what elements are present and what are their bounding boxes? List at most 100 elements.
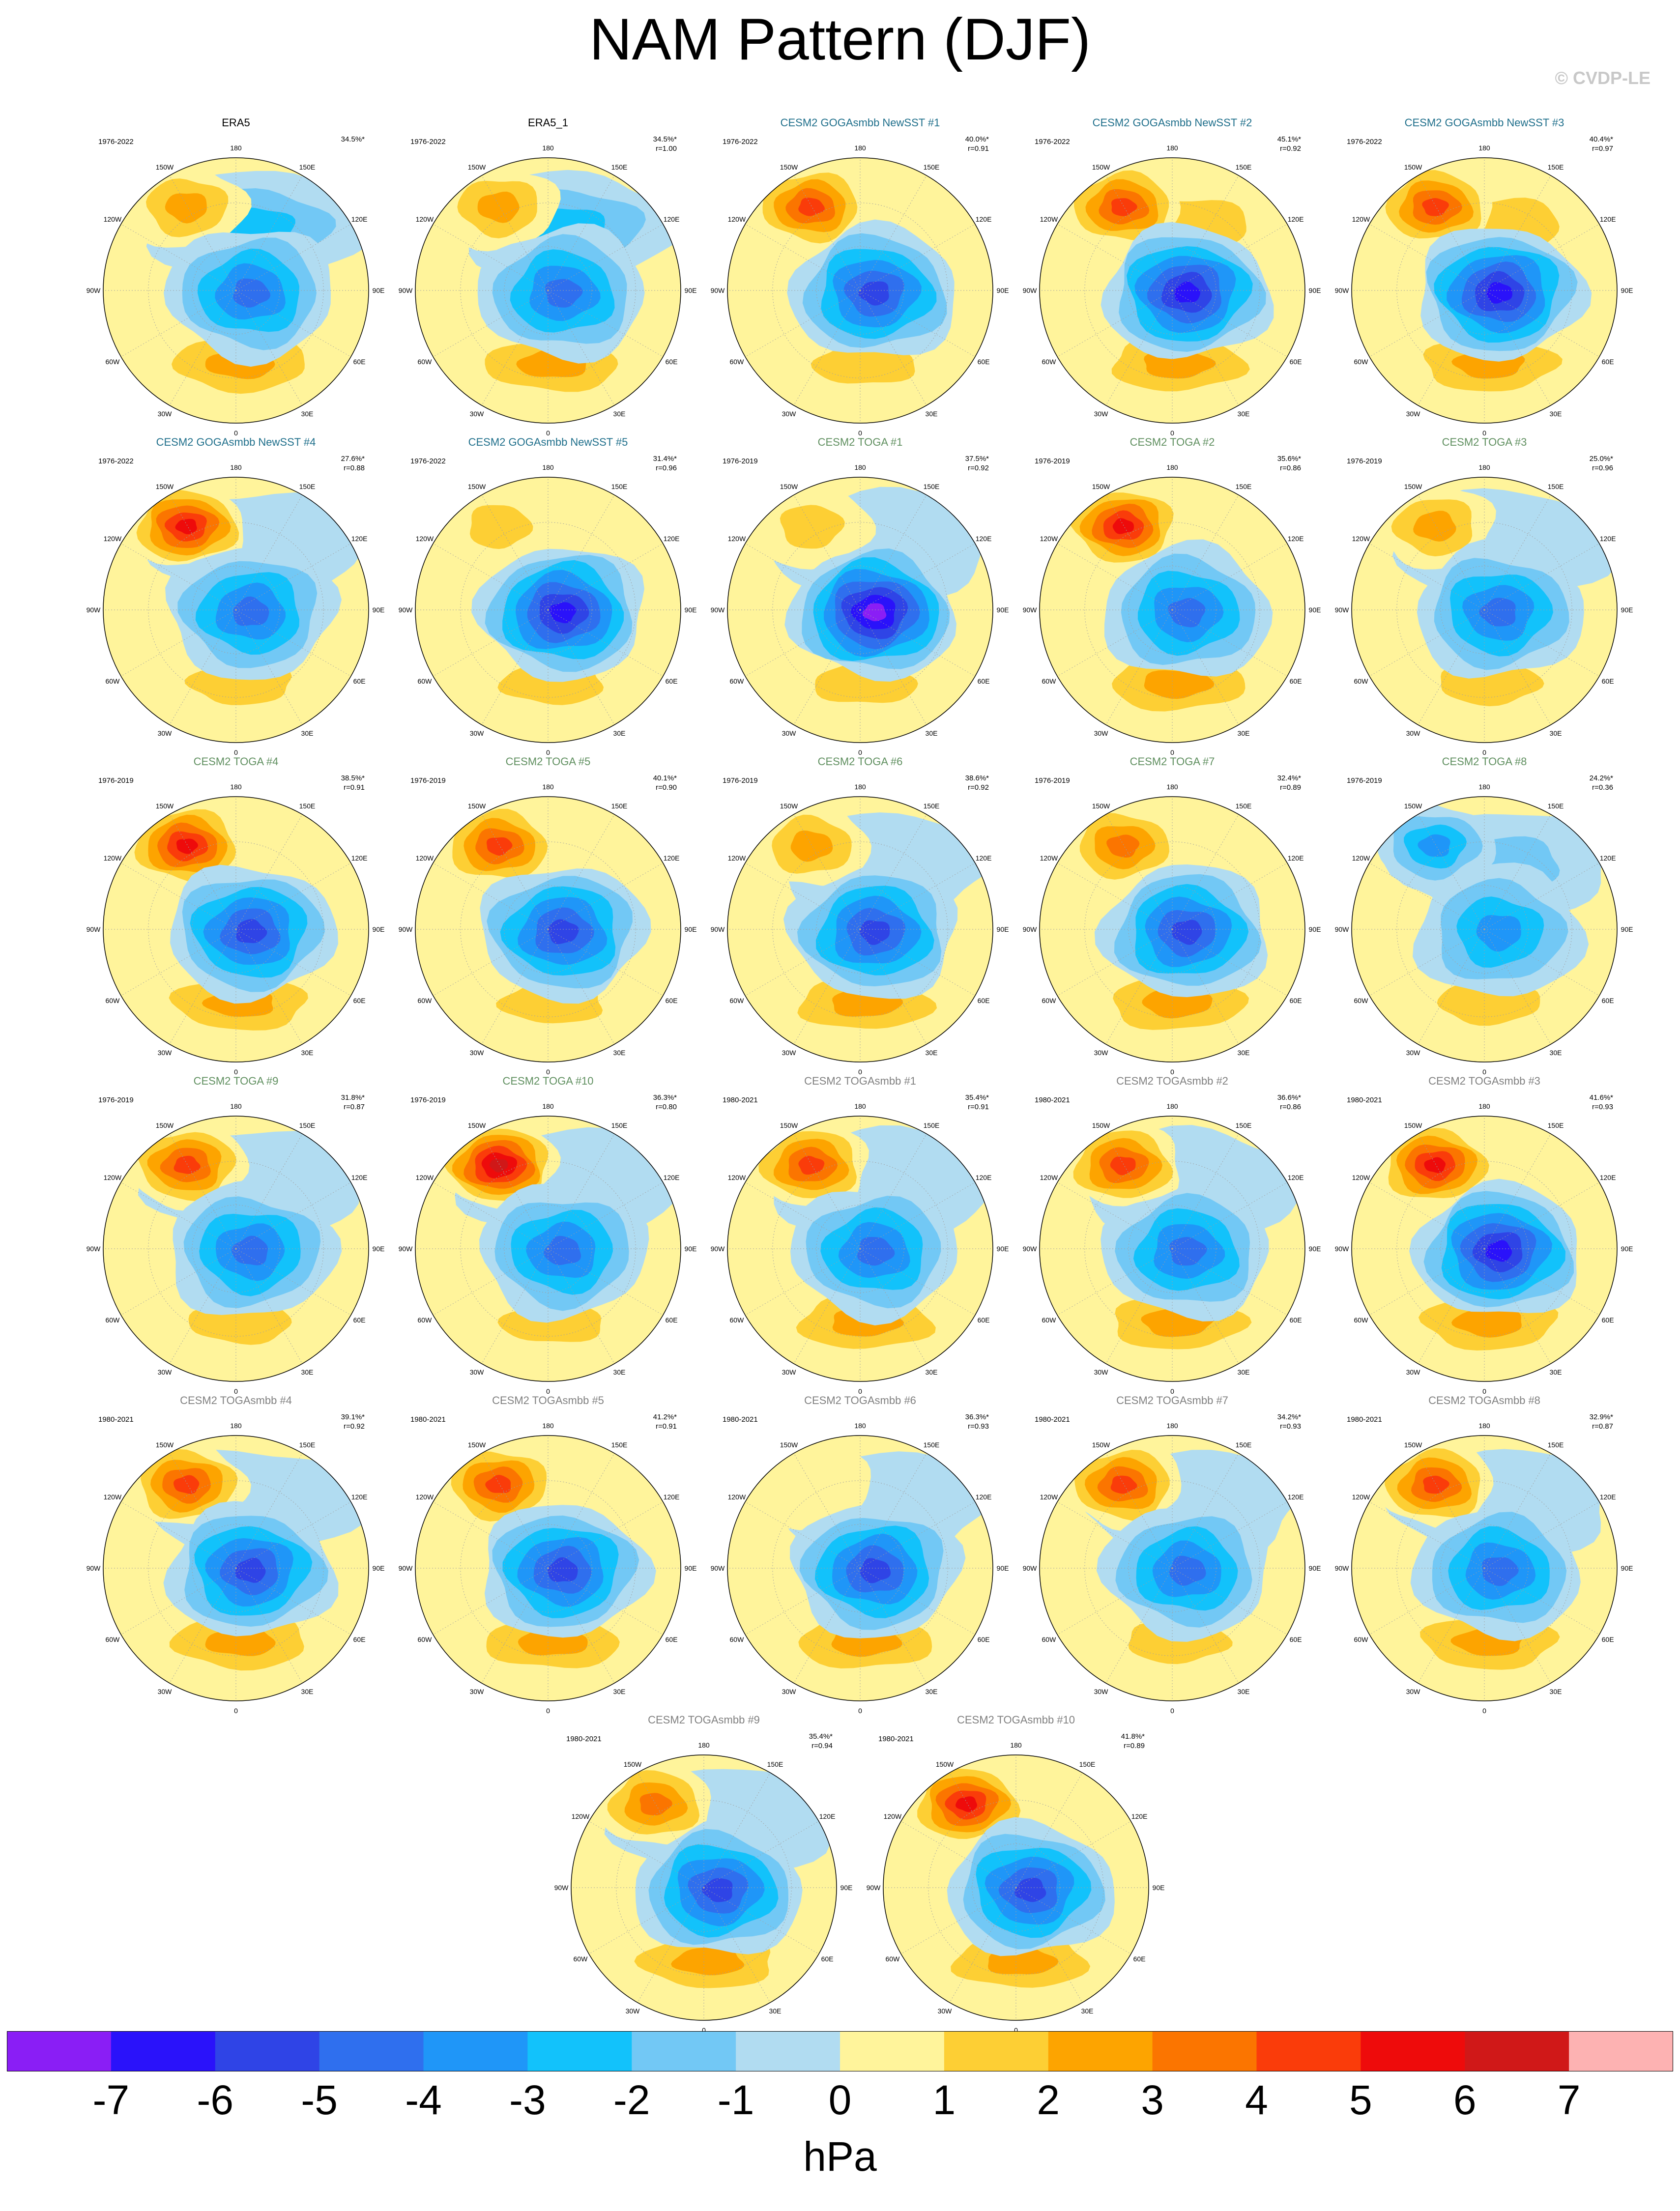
- longitude-label: 150E: [1079, 1760, 1096, 1768]
- longitude-label: 180: [854, 1422, 866, 1430]
- arctic-anomaly: [787, 219, 955, 355]
- panel-pattern-correlation: r=1.00: [656, 144, 677, 153]
- longitude-label: 30E: [613, 410, 626, 418]
- longitude-label: 60W: [418, 358, 433, 366]
- colorbar-tick-label: -2: [613, 2077, 650, 2123]
- map-panel: CESM2 GOGAsmbb NewSST #2 1976-2022 45.1%* r…: [1015, 116, 1330, 435]
- colorbar-swatch: [319, 2031, 424, 2071]
- panel-title: CESM2 TOGAsmbb #5: [492, 1394, 604, 1407]
- longitude-label: 120W: [416, 1493, 434, 1501]
- longitude-label: 150E: [1236, 1121, 1252, 1129]
- longitude-label: 150W: [156, 163, 174, 171]
- arctic-anomaly: [784, 545, 956, 682]
- arctic-anomaly: [480, 868, 651, 1004]
- map-panel: CESM2 TOGAsmbb #2 1980-2021 36.6%* r=0.86 18…: [1015, 1074, 1330, 1394]
- longitude-label: 150E: [299, 802, 316, 810]
- colorbar-tick-label: 3: [1141, 2077, 1164, 2123]
- longitude-label: 60W: [730, 997, 745, 1005]
- longitude-label: 30E: [926, 1049, 938, 1057]
- longitude-label: 150E: [299, 1441, 316, 1449]
- panel-title: CESM2 GOGAsmbb NewSST #1: [780, 116, 940, 129]
- longitude-label: 60W: [106, 358, 120, 366]
- longitude-label: 150W: [780, 802, 798, 810]
- map-border: [727, 1435, 993, 1701]
- graticule: [415, 1436, 681, 1701]
- panel-years: 1980-2021: [723, 1096, 758, 1104]
- longitude-label: 60W: [730, 1636, 745, 1643]
- longitude-label: 30E: [301, 1368, 314, 1376]
- longitude-label: 30W: [1406, 729, 1421, 737]
- panel-variance-explained: 36.6%* r=0.86: [1277, 1093, 1301, 1112]
- panel-percent: 35.4%*: [965, 1093, 989, 1102]
- longitude-label: 30W: [470, 410, 485, 418]
- longitude-label: 150W: [468, 163, 486, 171]
- polar-map: 180 150E 120E 90E 60E 30E 0 30W 60W 90W 120W 150W: [87, 1102, 385, 1394]
- aleutian-anomaly: [131, 163, 252, 248]
- map-panel: CESM2 TOGAsmbb #3 1980-2021 41.6%* r=0.93 18…: [1327, 1074, 1642, 1394]
- panel-pattern-correlation: r=0.92: [1280, 144, 1301, 153]
- graticule: [727, 797, 993, 1062]
- map-panel: CESM2 TOGA #7 1976-2019 32.4%* r=0.89 180 150…: [1015, 755, 1330, 1074]
- longitude-label: 120W: [1352, 1493, 1370, 1501]
- map-panel: CESM2 GOGAsmbb NewSST #4 1976-2022 27.6%* r…: [79, 435, 393, 755]
- longitude-label: 30E: [1550, 1368, 1562, 1376]
- longitude-label: 120E: [351, 1174, 368, 1181]
- longitude-label: 60E: [666, 677, 678, 685]
- colorbar-units: hPa: [803, 2133, 877, 2180]
- longitude-label: 60E: [978, 1316, 990, 1324]
- panel-title: CESM2 GOGAsmbb NewSST #2: [1092, 116, 1252, 129]
- arctic-anomaly: [479, 1183, 649, 1323]
- longitude-label: 120W: [416, 535, 434, 543]
- longitude-label: 180: [542, 783, 554, 791]
- longitude-label: 150E: [1236, 163, 1252, 171]
- panel-title: CESM2 TOGAsmbb #8: [1428, 1394, 1540, 1407]
- panel-title: CESM2 TOGA #8: [1442, 755, 1527, 768]
- longitude-label: 30E: [1550, 1688, 1562, 1695]
- panel-variance-explained: 38.6%* r=0.92: [965, 774, 989, 792]
- longitude-label: 90E: [373, 925, 385, 933]
- panel-pattern-correlation: r=0.87: [1592, 1422, 1613, 1431]
- colorbar-swatch: [423, 2031, 528, 2071]
- panel-years: 1976-2019: [410, 1096, 446, 1104]
- longitude-label: 0: [234, 1707, 238, 1713]
- panel-title: CESM2 GOGAsmbb NewSST #3: [1404, 116, 1564, 129]
- longitude-label: 30E: [1550, 410, 1562, 418]
- longitude-label: 60E: [1290, 997, 1302, 1005]
- longitude-label: 0: [1170, 1068, 1174, 1074]
- longitude-label: 0: [858, 748, 862, 755]
- longitude-label: 150E: [924, 1441, 940, 1449]
- map-border: [727, 796, 993, 1062]
- map-panel: CESM2 GOGAsmbb NewSST #5 1976-2022 31.4%* r…: [391, 435, 705, 755]
- longitude-label: 60E: [1602, 358, 1614, 366]
- polar-map: 180 150E 120E 90E 60E 30E 0 30W 60W 90W 120W 150W: [399, 1422, 697, 1713]
- panel-years: 1976-2019: [723, 776, 758, 785]
- longitude-label: 150W: [468, 802, 486, 810]
- longitude-label: 30W: [782, 1688, 797, 1695]
- aleutian-anomaly: [754, 486, 876, 570]
- longitude-label: 150E: [299, 483, 316, 490]
- map-border: [1351, 1116, 1618, 1382]
- panel-title: CESM2 TOGA #10: [502, 1075, 594, 1087]
- longitude-label: 180: [854, 783, 866, 791]
- longitude-label: 90E: [373, 1564, 385, 1572]
- graticule: [1352, 1436, 1617, 1701]
- panel-percent: 40.4%*: [1589, 135, 1613, 144]
- panel-title: CESM2 TOGA #2: [1130, 436, 1215, 448]
- polar-map: 180 150E 120E 90E 60E 30E 0 30W 60W 90W 120W 150W: [399, 1102, 697, 1394]
- colorbar-tick-label: -7: [92, 2077, 130, 2123]
- panel-variance-explained: 39.1%* r=0.92: [341, 1412, 365, 1431]
- longitude-label: 150W: [1404, 1441, 1422, 1449]
- longitude-label: 180: [1478, 783, 1490, 791]
- longitude-label: 60W: [730, 677, 745, 685]
- longitude-label: 90W: [399, 287, 413, 294]
- longitude-label: 120E: [1288, 215, 1304, 223]
- map-panel: CESM2 TOGA #5 1976-2019 40.1%* r=0.90 180 150…: [391, 755, 705, 1074]
- panel-pattern-correlation: r=0.92: [344, 1422, 365, 1431]
- longitude-label: 90E: [1309, 1245, 1321, 1253]
- longitude-label: 150E: [1548, 802, 1564, 810]
- longitude-label: 150W: [1092, 163, 1110, 171]
- longitude-label: 30W: [470, 1049, 485, 1057]
- polar-map: 180 150E 120E 90E 60E 30E 0 30W 60W 90W 120W 150W: [1023, 144, 1321, 435]
- longitude-label: 60W: [1042, 358, 1057, 366]
- polar-map: 180 150E 120E 90E 60E 30E 0 30W 60W 90W 120W 150W: [711, 463, 1009, 755]
